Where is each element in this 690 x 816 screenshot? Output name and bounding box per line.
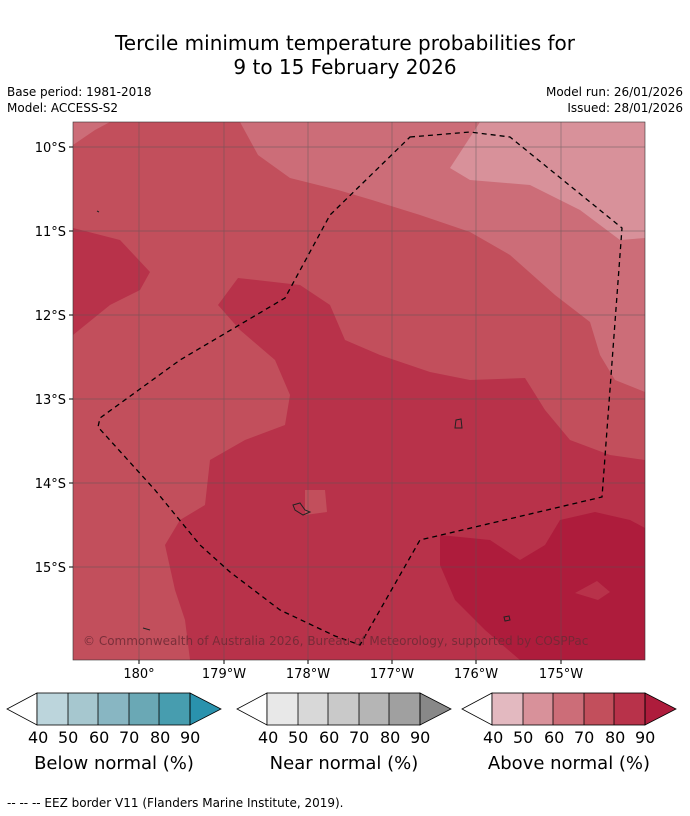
lat-label-12s: 12°S xyxy=(35,309,66,324)
region-above-80-patch xyxy=(575,581,610,600)
near-tick-80: 80 xyxy=(380,728,401,747)
above-tick-40: 40 xyxy=(483,728,504,747)
lat-label-15s: 15°S xyxy=(35,561,66,576)
region-above-60-nw xyxy=(73,122,110,145)
model-run: Model run: 26/01/2026 xyxy=(545,85,683,99)
near-tick-90: 90 xyxy=(410,728,431,747)
base-period: Base period: 1981-2018 xyxy=(7,85,152,99)
eez-border xyxy=(97,131,623,646)
near-tick-70: 70 xyxy=(349,728,370,747)
region-above-70-patch xyxy=(305,490,327,515)
below-tick-50: 50 xyxy=(58,728,79,747)
copyright-text: © Commonwealth of Australia 2026, Bureau… xyxy=(83,634,588,648)
above-tick-50: 50 xyxy=(513,728,534,747)
above-tick-70: 70 xyxy=(574,728,595,747)
below-tick-60: 60 xyxy=(89,728,110,747)
model-name: Model: ACCESS-S2 xyxy=(7,101,119,115)
below-tick-90: 90 xyxy=(180,728,201,747)
below-tick-40: 40 xyxy=(28,728,49,747)
region-above-90 xyxy=(440,512,645,660)
lat-label-14s: 14°S xyxy=(35,477,66,492)
lat-label-13s: 13°S xyxy=(35,393,66,408)
probability-field xyxy=(73,122,645,660)
above-normal-label: Above normal (%) xyxy=(487,753,651,774)
below-tick-80: 80 xyxy=(150,728,171,747)
above-tick-80: 80 xyxy=(605,728,626,747)
lon-label-177w: 177°W xyxy=(370,667,414,682)
lon-label-176w: 176°W xyxy=(454,667,498,682)
colorbar-above xyxy=(461,692,677,726)
title-line2: 9 to 15 February 2026 xyxy=(233,55,457,79)
lon-label-178w: 178°W xyxy=(286,667,330,682)
colorbar-near xyxy=(236,692,452,726)
lat-label-11s: 11°S xyxy=(35,225,66,240)
lon-label-180: 180° xyxy=(123,667,154,682)
island-small-se xyxy=(503,615,511,622)
axis-ticks xyxy=(69,146,562,664)
lat-label-10s: 10°S xyxy=(35,141,66,156)
region-above-80-west xyxy=(73,228,150,335)
eez-footer-note: -- -- -- EEZ border V11 (Flanders Marine… xyxy=(7,796,344,810)
near-tick-60: 60 xyxy=(319,728,340,747)
lon-label-179w: 179°W xyxy=(202,667,246,682)
title-line1: Tercile minimum temperature probabilitie… xyxy=(114,31,576,55)
near-tick-50: 50 xyxy=(288,728,309,747)
map-frame xyxy=(72,121,646,661)
island-small-sw xyxy=(142,627,151,631)
below-tick-70: 70 xyxy=(119,728,140,747)
gridlines xyxy=(73,122,645,660)
near-tick-40: 40 xyxy=(258,728,279,747)
above-tick-90: 90 xyxy=(635,728,656,747)
region-above-50 xyxy=(450,122,645,240)
island-dot-nw xyxy=(96,210,100,213)
lon-label-175w: 175°W xyxy=(539,667,583,682)
island-wallis xyxy=(454,418,463,429)
island-futuna xyxy=(292,502,312,516)
above-tick-60: 60 xyxy=(544,728,565,747)
islands xyxy=(96,210,511,631)
colorbar-below xyxy=(6,692,222,726)
near-normal-label: Near normal (%) xyxy=(269,753,419,774)
issued-date: Issued: 28/01/2026 xyxy=(567,101,683,115)
below-normal-label: Below normal (%) xyxy=(34,753,194,774)
